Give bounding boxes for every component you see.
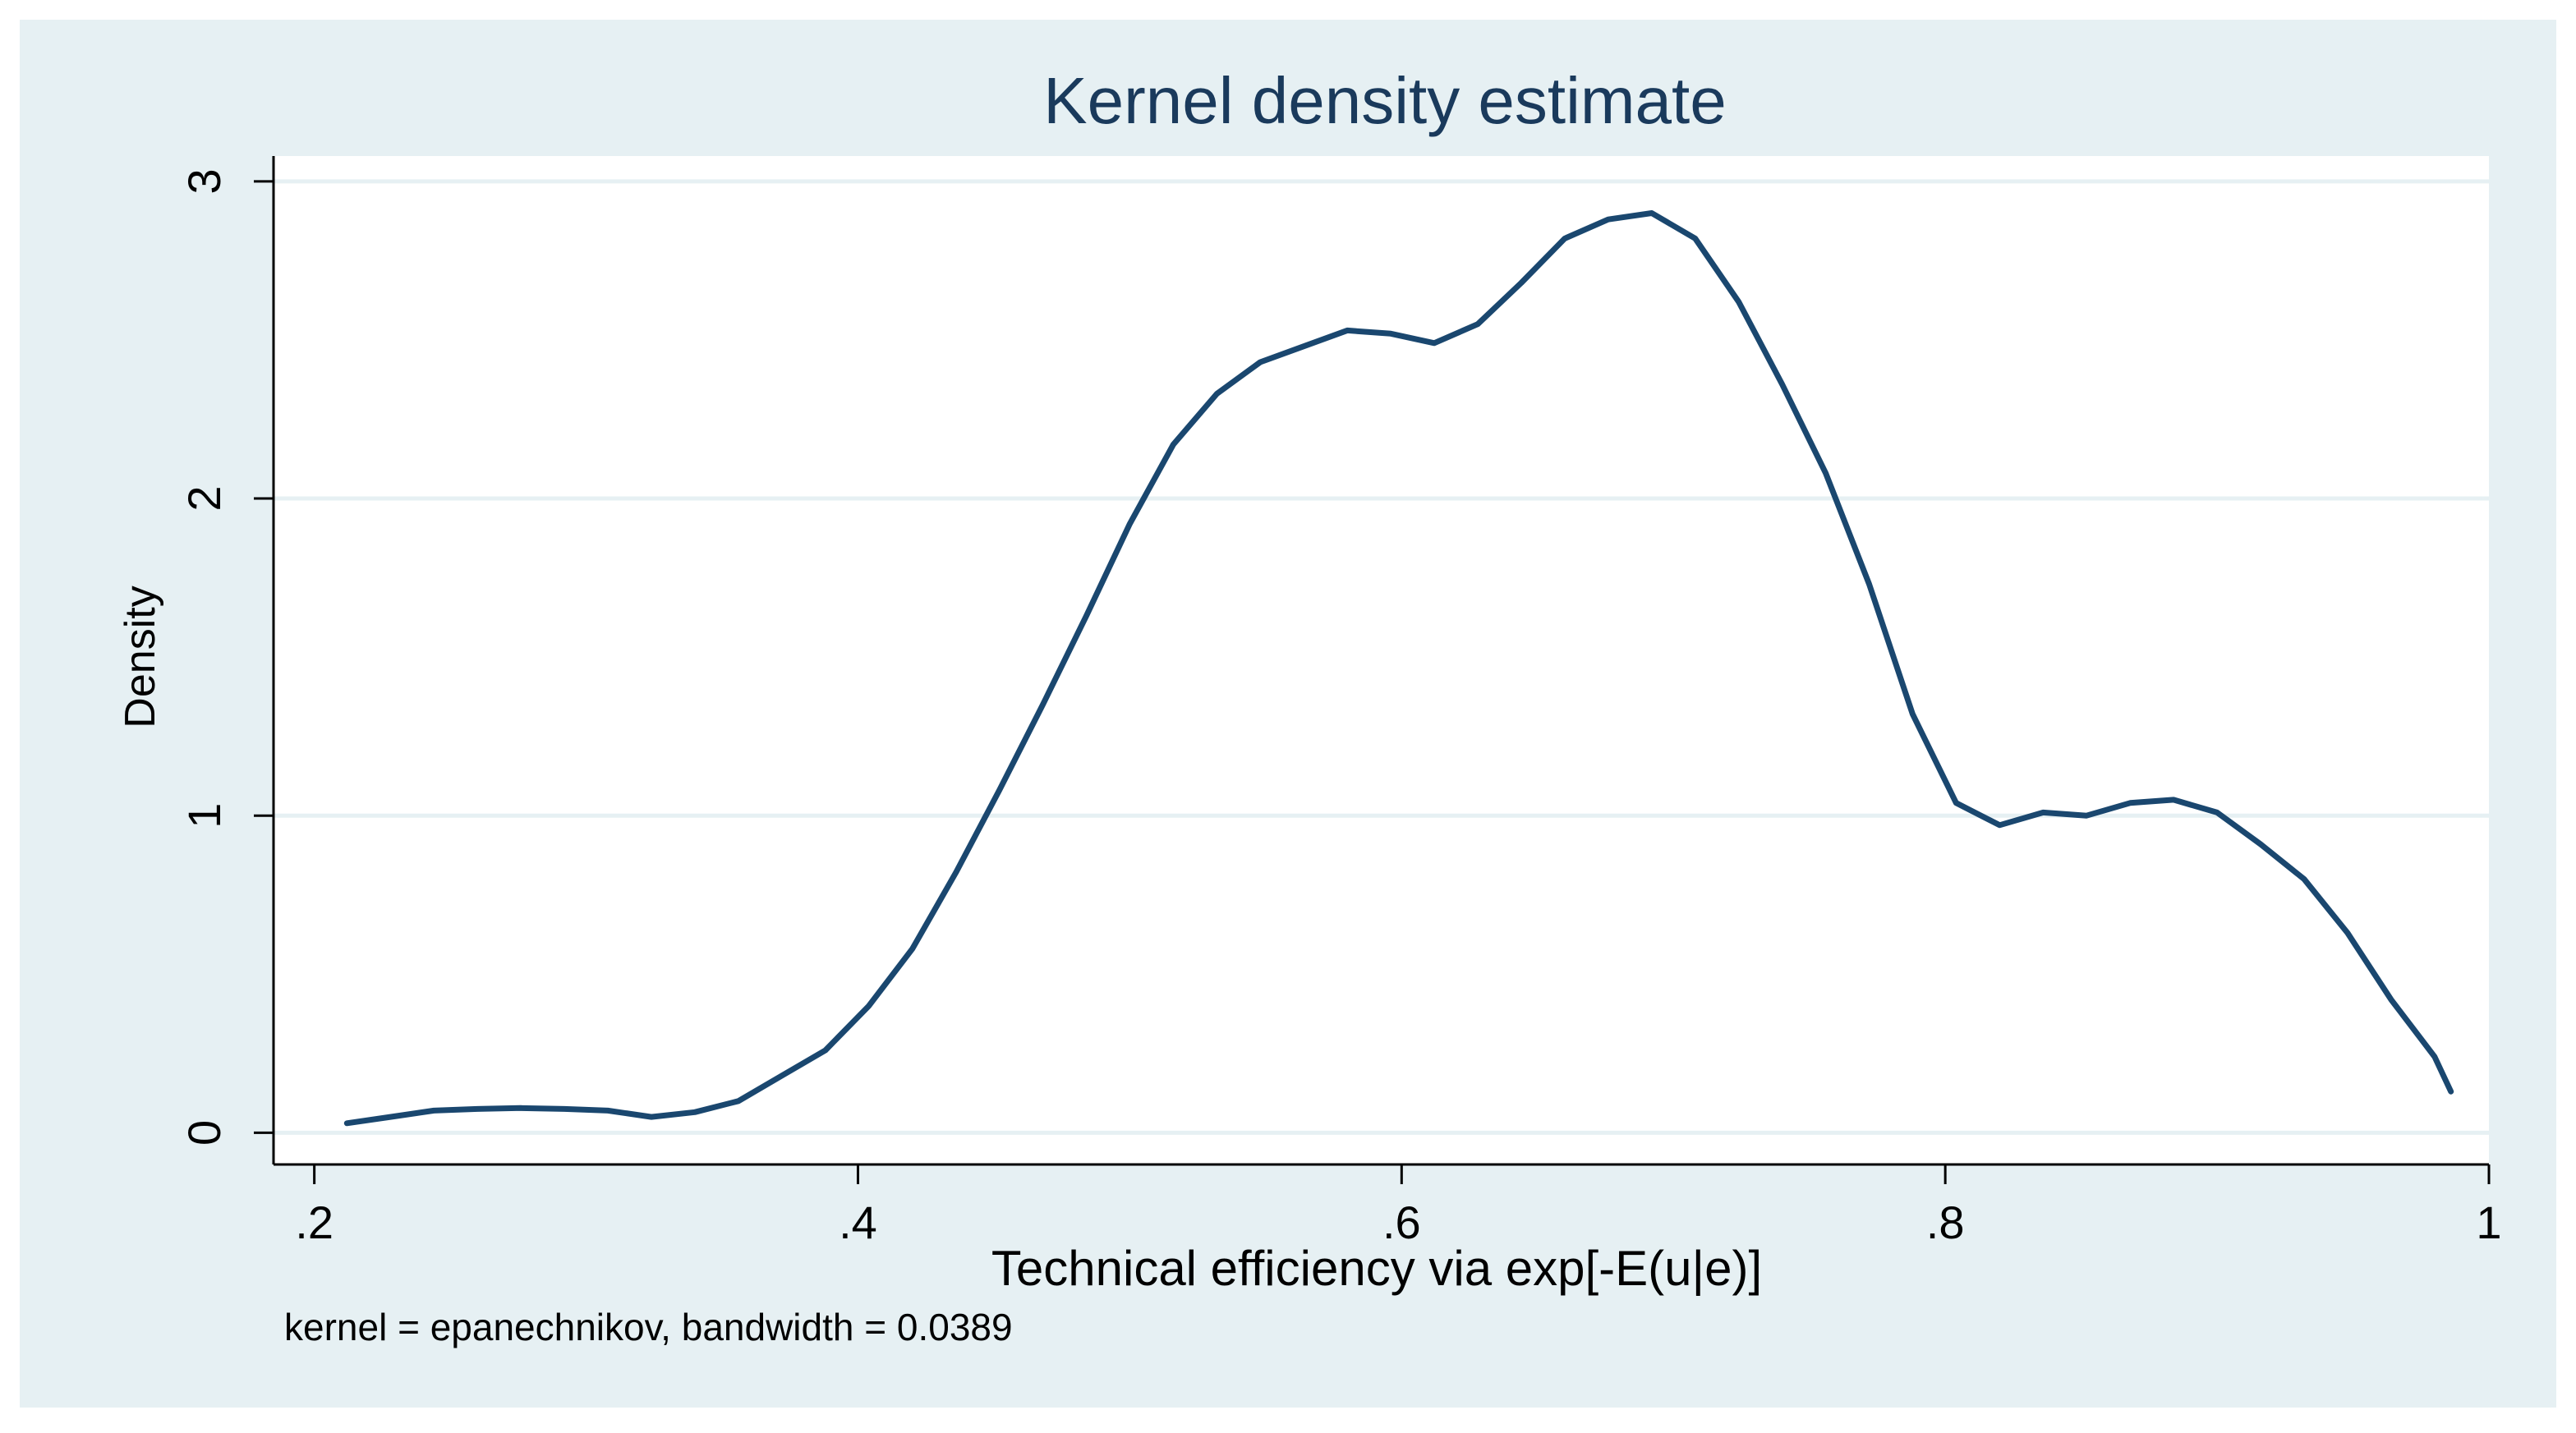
x-tick-label-0: .2 <box>295 1196 334 1248</box>
y-tick-label-2: 2 <box>178 485 230 511</box>
gridlines <box>274 179 2489 1135</box>
kernel-note: kernel = epanechnikov, bandwidth = 0.038… <box>284 1306 1013 1348</box>
plot-area-background <box>274 156 2489 1164</box>
x-tick-label-4: 1 <box>2476 1196 2501 1248</box>
y-tick-label-0: 0 <box>178 1120 230 1146</box>
x-axis-title: Technical efficiency via exp[-E(u|e)] <box>991 1241 1762 1296</box>
x-tick-label-3: .8 <box>1926 1196 1965 1248</box>
series-line-0 <box>343 210 2454 1127</box>
series-layer <box>343 210 2454 1127</box>
x-tick-label-2: .6 <box>1382 1196 1421 1248</box>
x-tick-label-1: .4 <box>839 1196 877 1248</box>
y-tick-label-3: 3 <box>178 168 230 194</box>
y-axis-title: Density <box>117 586 164 728</box>
y-tick-label-1: 1 <box>178 803 230 829</box>
axes <box>272 156 2489 1166</box>
chart-title: Kernel density estimate <box>1043 64 1727 137</box>
tick-marks <box>254 180 2491 1184</box>
